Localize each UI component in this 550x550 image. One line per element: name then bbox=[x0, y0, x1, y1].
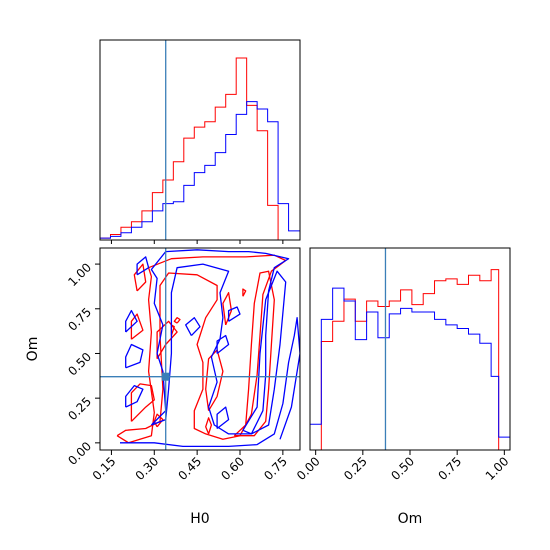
x-tick-label-3: 0.60 bbox=[218, 454, 247, 483]
truth-marker bbox=[161, 372, 170, 381]
contour-5 bbox=[222, 292, 233, 326]
x-tick-label-1: 0.25 bbox=[341, 454, 370, 483]
contour-3 bbox=[156, 320, 178, 360]
x-tick-label-4: 1.00 bbox=[483, 454, 512, 483]
y-tick-label-3: 0.75 bbox=[65, 305, 94, 334]
y-tick-label-2: 0.50 bbox=[65, 350, 94, 379]
contour-16 bbox=[125, 384, 144, 408]
x-tick-label-4: 0.75 bbox=[261, 454, 290, 483]
y-tick-label-1: 0.25 bbox=[65, 394, 94, 423]
contour-18 bbox=[125, 343, 144, 369]
x-tick-label-2: 0.50 bbox=[388, 454, 417, 483]
contour-19 bbox=[185, 317, 201, 337]
histogram-series-1 bbox=[309, 287, 511, 450]
contour-23 bbox=[136, 256, 150, 276]
histogram-series-0 bbox=[99, 57, 300, 241]
contour-4 bbox=[205, 349, 224, 412]
contour-15 bbox=[242, 270, 287, 435]
contour-21 bbox=[216, 406, 230, 430]
contour-20 bbox=[216, 334, 230, 355]
h0-om-contour-panel: 0.00 0.25 0.50 0.75 1.00 Om 0.15 0.30 0.45 0.60 0.… bbox=[25, 247, 301, 527]
x-tick-label-0: 0.15 bbox=[90, 454, 119, 483]
contour-lines bbox=[116, 249, 300, 448]
panel-frame bbox=[99, 247, 301, 451]
x-tick-label-1: 0.30 bbox=[133, 454, 162, 483]
panel-frame bbox=[99, 39, 301, 241]
contour-7 bbox=[133, 263, 147, 292]
contour-13 bbox=[120, 317, 300, 448]
y-tick-label-0: 0.00 bbox=[65, 439, 94, 468]
contour-10 bbox=[205, 417, 213, 435]
x-axis-label: Om bbox=[398, 511, 423, 527]
h0-histogram-panel bbox=[99, 39, 301, 244]
y-tick-label-4: 1.00 bbox=[65, 260, 94, 289]
contour-14 bbox=[150, 249, 290, 435]
x-tick-label-2: 0.45 bbox=[175, 454, 204, 483]
x-tick-label-0: 0.00 bbox=[294, 454, 323, 483]
contour-6 bbox=[130, 313, 144, 340]
y-axis-label: Om bbox=[25, 337, 41, 362]
contour-17 bbox=[125, 309, 138, 333]
contour-22 bbox=[227, 306, 241, 322]
om-histogram-panel: 0.00 0.25 0.50 0.75 1.00 Om bbox=[294, 247, 512, 527]
histogram-series-0 bbox=[310, 269, 510, 451]
x-axis-label: H0 bbox=[190, 511, 209, 527]
contour-2 bbox=[130, 383, 155, 422]
contour-8 bbox=[173, 317, 181, 324]
contour-1 bbox=[233, 270, 275, 437]
histogram-series-1 bbox=[99, 101, 301, 240]
contour-11 bbox=[242, 288, 247, 297]
x-tick-label-3: 0.75 bbox=[435, 454, 464, 483]
